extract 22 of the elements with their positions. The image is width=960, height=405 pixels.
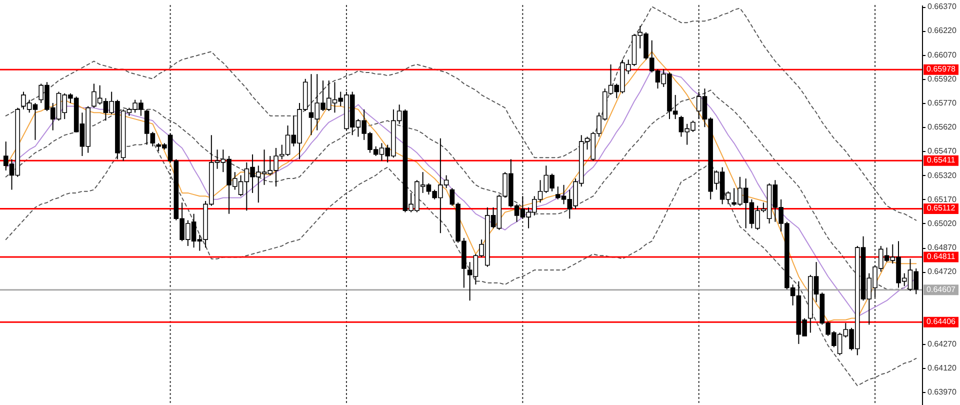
y-tick-label: 0.65020 xyxy=(928,218,957,228)
y-tick-label: 0.64870 xyxy=(928,243,957,252)
y-tick-label: 0.65170 xyxy=(928,194,957,204)
ref-line-label: 0.64406 xyxy=(926,317,956,326)
y-tick-label: 0.66070 xyxy=(928,50,957,60)
y-tick-label: 0.63970 xyxy=(928,388,957,397)
ref-line-label: 0.65978 xyxy=(926,64,956,74)
y-tick-label: 0.65320 xyxy=(928,170,957,180)
ref-line-label: 0.65411 xyxy=(926,156,956,165)
y-tick-label: 0.64720 xyxy=(928,267,957,276)
y-tick-label: 0.65770 xyxy=(928,98,957,108)
ref-line-label: 0.65112 xyxy=(926,204,956,213)
y-tick-label: 0.65620 xyxy=(928,122,957,132)
y-tick-label: 0.66220 xyxy=(928,26,957,36)
y-tick-label: 0.65470 xyxy=(928,146,957,156)
y-tick-label: 0.64120 xyxy=(928,364,957,373)
ref-line-label: 0.64811 xyxy=(926,252,956,262)
y-tick-label: 0.65920 xyxy=(928,74,957,84)
y-tick-label: 0.64270 xyxy=(928,339,957,348)
ref-line-label: 0.64607 xyxy=(926,284,956,294)
line-series xyxy=(5,6,917,221)
y-tick-label: 0.66370 xyxy=(928,2,957,12)
